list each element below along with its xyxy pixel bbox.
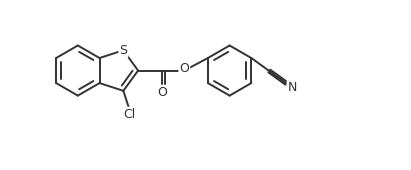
Text: Cl: Cl — [123, 108, 136, 121]
Text: O: O — [157, 86, 167, 99]
Text: N: N — [288, 81, 297, 94]
Text: S: S — [119, 44, 127, 57]
Text: O: O — [179, 62, 189, 75]
